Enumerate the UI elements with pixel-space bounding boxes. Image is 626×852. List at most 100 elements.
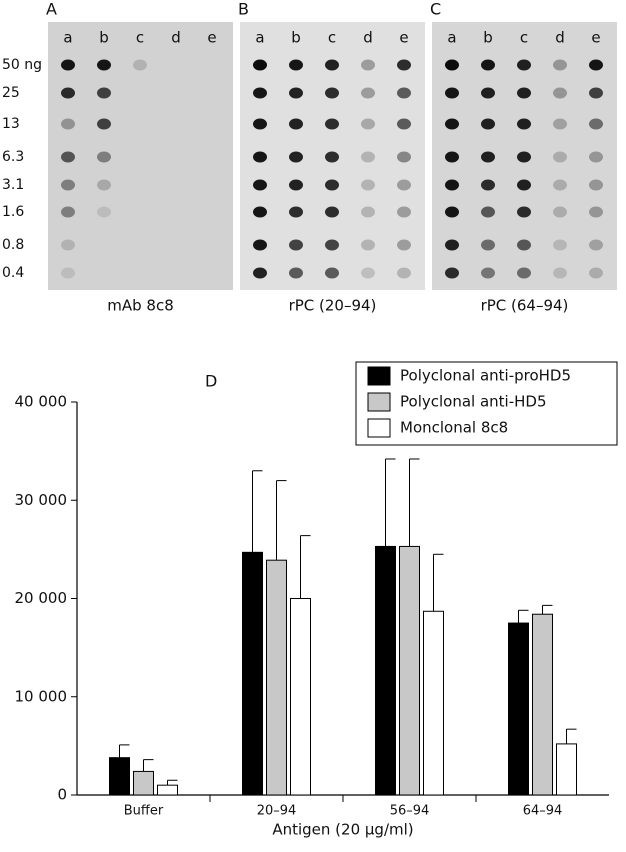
- row-label: 1.6: [2, 204, 24, 220]
- panel-label: D: [205, 372, 217, 391]
- blot-dot: [481, 267, 495, 279]
- blot-dot: [553, 206, 567, 218]
- row-label: 6.3: [2, 149, 24, 165]
- blot-dot: [481, 179, 495, 191]
- column-letter: e: [207, 29, 216, 47]
- blot-dot: [289, 151, 303, 163]
- blot-dot: [445, 151, 459, 163]
- bar: [375, 545, 396, 796]
- legend-swatch: [367, 392, 391, 412]
- blot-dot: [481, 87, 495, 99]
- bar: [508, 622, 529, 796]
- column-letter: e: [591, 29, 600, 47]
- x-tick-label: Buffer: [124, 804, 164, 819]
- blot-dot: [553, 151, 567, 163]
- bar: [532, 613, 553, 796]
- column-letter: c: [520, 29, 528, 47]
- blot-dot: [325, 239, 339, 251]
- blot-dot: [325, 267, 339, 279]
- blot-dot: [517, 118, 531, 130]
- column-letter: b: [99, 29, 109, 47]
- bar: [423, 610, 444, 796]
- blot-dot: [553, 59, 567, 71]
- panel-label: A: [46, 0, 57, 19]
- column-letter: a: [447, 29, 456, 47]
- blot-dot: [61, 179, 75, 191]
- panel-caption: rPC (64–94): [481, 297, 569, 315]
- legend-label: Polyclonal anti-proHD5: [400, 367, 571, 385]
- blot-dot: [253, 87, 267, 99]
- blot-dot: [325, 206, 339, 218]
- blot-dot: [253, 239, 267, 251]
- blot-dot: [553, 239, 567, 251]
- blot-dot: [553, 267, 567, 279]
- blot-dot: [361, 239, 375, 251]
- blot-dot: [481, 239, 495, 251]
- x-tick-label: 56–94: [390, 804, 430, 819]
- blot-dot: [361, 151, 375, 163]
- column-letter: d: [555, 29, 565, 47]
- blot-dot: [253, 118, 267, 130]
- y-tick-label: 30 000: [15, 491, 68, 509]
- bar: [109, 757, 130, 796]
- bar: [266, 559, 287, 796]
- bar: [290, 598, 311, 796]
- blot-dot: [289, 87, 303, 99]
- y-tick-label: 40 000: [15, 393, 68, 411]
- legend-swatch: [367, 366, 391, 386]
- panel-caption: rPC (20–94): [289, 297, 377, 315]
- blot-dot: [289, 179, 303, 191]
- panel-label: B: [238, 0, 249, 19]
- blot-dot: [253, 59, 267, 71]
- blot-dot: [361, 87, 375, 99]
- blot-dot: [445, 239, 459, 251]
- blot-dot: [517, 179, 531, 191]
- blot-dot: [361, 179, 375, 191]
- row-label: 0.8: [2, 237, 24, 253]
- legend-box: [355, 361, 618, 446]
- blot-dot: [397, 267, 411, 279]
- blot-dot: [445, 118, 459, 130]
- row-label: 50 ng: [2, 57, 42, 73]
- blot-dot: [445, 87, 459, 99]
- legend-label: Polyclonal anti-HD5: [400, 393, 547, 411]
- blot-dot: [325, 151, 339, 163]
- blot-dot: [481, 151, 495, 163]
- blot-dot: [61, 267, 75, 279]
- blot-dot: [133, 59, 147, 71]
- blot-dot: [289, 59, 303, 71]
- column-letter: d: [363, 29, 373, 47]
- blot-dot: [361, 267, 375, 279]
- column-letter: c: [136, 29, 144, 47]
- legend-label: Monclonal 8c8: [400, 419, 508, 437]
- blot-dot: [325, 87, 339, 99]
- blot-membrane: [48, 22, 233, 290]
- blot-dot: [445, 267, 459, 279]
- blot-dot: [517, 151, 531, 163]
- blot-dot: [481, 59, 495, 71]
- column-letter: a: [255, 29, 264, 47]
- bar: [399, 545, 420, 796]
- blot-dot: [325, 179, 339, 191]
- blot-dot: [325, 59, 339, 71]
- blot-dot: [61, 118, 75, 130]
- blot-dot: [481, 206, 495, 218]
- blot-dot: [253, 179, 267, 191]
- x-tick-label: 20–94: [257, 804, 297, 819]
- blot-dot: [589, 87, 603, 99]
- row-label: 13: [2, 116, 20, 132]
- legend-swatch: [367, 418, 391, 438]
- blot-dot: [397, 59, 411, 71]
- blot-dot: [589, 118, 603, 130]
- blot-dot: [61, 206, 75, 218]
- blot-dot: [445, 59, 459, 71]
- blot-dot: [361, 118, 375, 130]
- blot-dot: [397, 239, 411, 251]
- blot-dot: [61, 59, 75, 71]
- blot-dot: [289, 267, 303, 279]
- row-label: 0.4: [2, 265, 24, 281]
- blot-dot: [589, 151, 603, 163]
- blot-dot: [553, 87, 567, 99]
- blot-dot: [97, 206, 111, 218]
